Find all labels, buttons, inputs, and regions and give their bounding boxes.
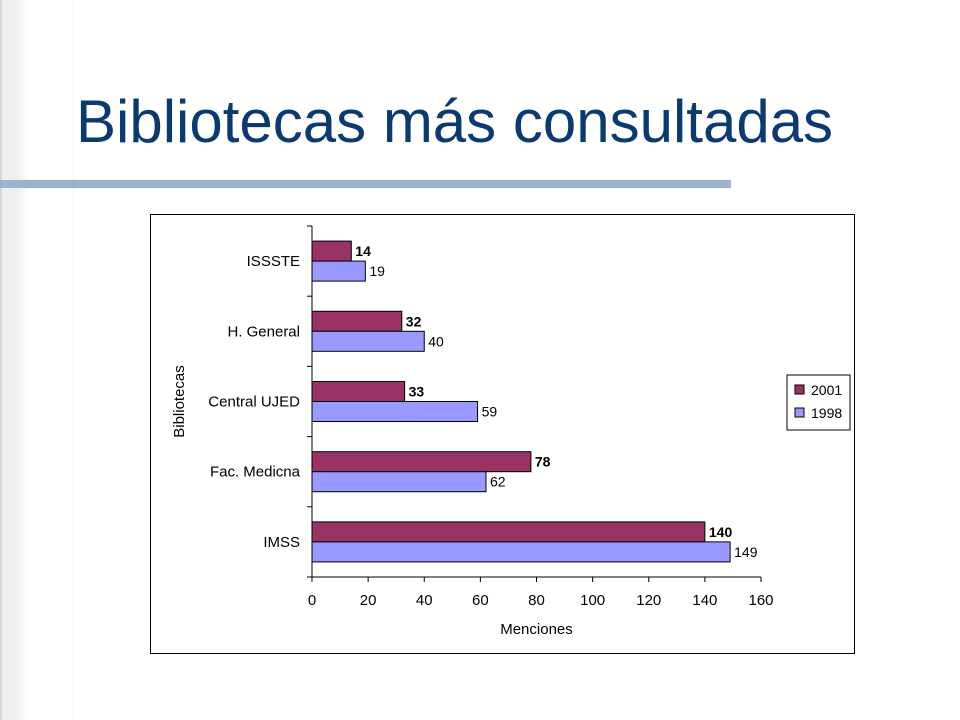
data-label-2001-2: 33 xyxy=(409,384,425,400)
labels-layer: 14 19 ISSSTE 32 40 H. General 33 59 Central UJED… xyxy=(171,243,774,638)
bar-1998-1 xyxy=(311,330,425,352)
data-label-2001-4: 140 xyxy=(709,524,733,540)
category-label: IMSS xyxy=(263,534,300,551)
bar-2001-2 xyxy=(311,381,406,402)
legend-swatch-2001 xyxy=(794,384,805,395)
data-label-1998-1: 40 xyxy=(428,333,444,349)
title-underline xyxy=(0,180,731,188)
data-label-1998-3: 62 xyxy=(490,474,506,490)
bar-2001-3 xyxy=(311,451,532,473)
category-label: H. General xyxy=(227,323,300,340)
bar-2001-0 xyxy=(311,240,352,262)
legend-swatch-1998 xyxy=(794,407,805,418)
data-label-1998-2: 59 xyxy=(482,404,498,420)
x-tick-label: 120 xyxy=(636,592,661,609)
x-tick-label: 80 xyxy=(528,592,545,609)
x-tick-label: 60 xyxy=(472,592,489,609)
chart-frame: 14 19 ISSSTE 32 40 H. General 33 59 Central UJED… xyxy=(150,214,855,654)
bars-layer xyxy=(311,240,731,563)
bar-2001-4 xyxy=(311,521,706,543)
x-tick-label: 0 xyxy=(308,592,316,609)
y-axis-title: Bibliotecas xyxy=(171,365,188,438)
bar-1998-3 xyxy=(311,471,487,493)
x-tick-label: 20 xyxy=(360,592,377,609)
bar-1998-2 xyxy=(311,401,479,422)
data-label-2001-1: 32 xyxy=(406,313,422,329)
category-label: ISSSTE xyxy=(247,253,300,270)
category-label: Central UJED xyxy=(208,394,300,411)
x-tick-label: 100 xyxy=(580,592,605,609)
legend-label-2001: 2001 xyxy=(811,382,842,398)
x-tick-label: 40 xyxy=(416,592,433,609)
bar-chart: 14 19 ISSSTE 32 40 H. General 33 59 Central UJED… xyxy=(171,225,851,638)
legend-label-1998: 1998 xyxy=(811,405,842,421)
data-label-2001-0: 14 xyxy=(355,243,371,259)
bar-2001-1 xyxy=(311,310,403,332)
data-label-2001-3: 78 xyxy=(535,454,551,470)
x-tick-label: 140 xyxy=(692,592,717,609)
slide-title: Bibliotecas más consultadas xyxy=(76,88,834,155)
bar-1998-4 xyxy=(311,541,731,563)
data-label-1998-4: 149 xyxy=(734,544,758,560)
x-axis-title: Menciones xyxy=(500,621,573,638)
legend-box xyxy=(786,374,851,431)
chart-legend: 2001 1998 xyxy=(786,374,851,431)
axes-layer xyxy=(307,225,762,582)
bar-1998-0 xyxy=(311,260,366,282)
x-tick-label: 160 xyxy=(748,592,773,609)
category-label: Fac. Medicna xyxy=(210,464,301,481)
data-label-1998-0: 19 xyxy=(369,263,385,279)
